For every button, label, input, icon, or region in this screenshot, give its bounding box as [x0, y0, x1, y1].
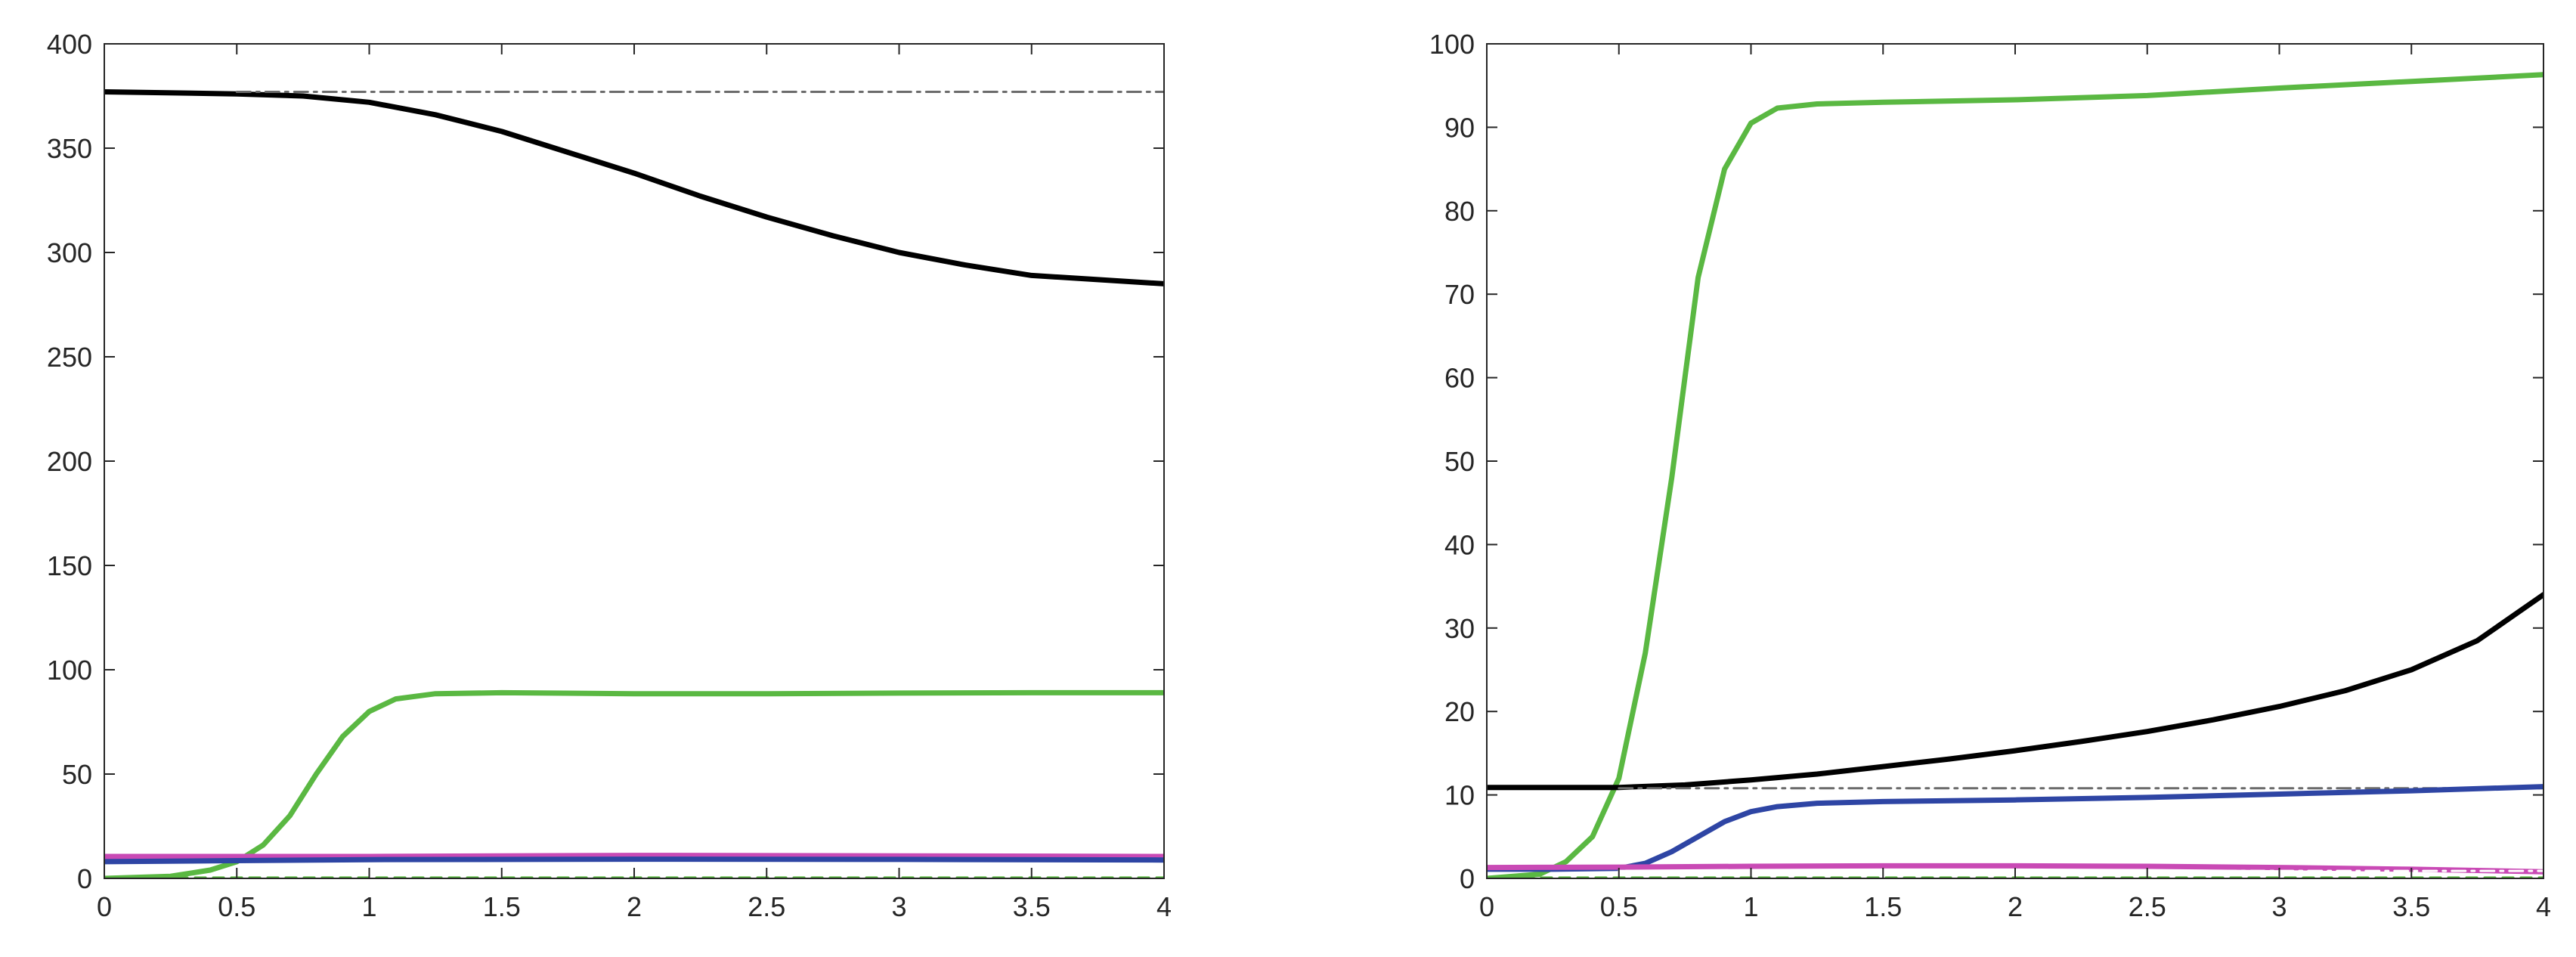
y-tick-label: 20 [1444, 696, 1475, 727]
y-tick-label: 150 [47, 550, 92, 581]
y-tick-label: 300 [47, 237, 92, 268]
x-tick-label: 0.5 [1600, 891, 1638, 922]
series-line-1 [104, 89, 1164, 286]
y-tick-label: 60 [1444, 363, 1475, 394]
x-tick-label: 3 [891, 891, 906, 922]
y-tick-label: 400 [47, 29, 92, 60]
x-tick-label: 1.5 [1864, 891, 1902, 922]
y-tick-label: 90 [1444, 112, 1475, 143]
x-tick-label: 3 [2271, 891, 2287, 922]
y-tick-label: 100 [1429, 29, 1475, 60]
x-tick-label: 4 [1156, 891, 1172, 922]
x-tick-label: 0 [97, 891, 112, 922]
y-tick-label: 50 [1444, 446, 1475, 477]
series-line-1 [1487, 72, 2543, 878]
y-tick-label: 0 [1460, 863, 1475, 894]
x-tick-label: 4 [2536, 891, 2551, 922]
series-line-4 [1487, 784, 2543, 872]
x-tick-label: 2 [627, 891, 642, 922]
y-tick-label: 10 [1444, 780, 1475, 811]
x-tick-label: 2.5 [748, 891, 785, 922]
x-tick-label: 2.5 [2129, 891, 2166, 922]
x-tick-label: 3.5 [2392, 891, 2430, 922]
y-tick-label: 50 [62, 759, 92, 790]
x-tick-label: 0 [1479, 891, 1494, 922]
x-tick-label: 2 [2008, 891, 2023, 922]
y-tick-label: 250 [47, 342, 92, 373]
plot-panel-1: 0 0.5 1 1.5 2 2.5 3 3.5 4 0 50 100 150 200 250 300 350 40… [47, 29, 1172, 922]
y-tick-label: 100 [47, 655, 92, 686]
x-tick-label: 1 [361, 891, 376, 922]
y-tick-label: 30 [1444, 613, 1475, 644]
series-group [104, 89, 1164, 878]
x-tick-label: 3.5 [1013, 891, 1051, 922]
series-line-5 [1487, 863, 2543, 875]
y-tick-label: 200 [47, 446, 92, 477]
x-tick-label: 1 [1743, 891, 1758, 922]
plots-layer: 0 0.5 1 1.5 2 2.5 3 3.5 405010015020025030035040… [47, 29, 2551, 922]
x-tick-label: 0.5 [218, 891, 255, 922]
x-tick-label: 1.5 [483, 891, 521, 922]
series-line-3 [104, 689, 1164, 878]
y-tick-label: 350 [47, 133, 92, 164]
y-tick-label: 0 [77, 863, 92, 894]
series-group [1487, 72, 2543, 878]
series-line-2 [1487, 592, 2543, 791]
series-line-5 [104, 856, 1164, 865]
axes-frame [104, 43, 1165, 879]
y-tick-label: 70 [1444, 279, 1475, 310]
y-tick-label: 40 [1444, 529, 1475, 560]
y-tick-label: 80 [1444, 196, 1475, 227]
